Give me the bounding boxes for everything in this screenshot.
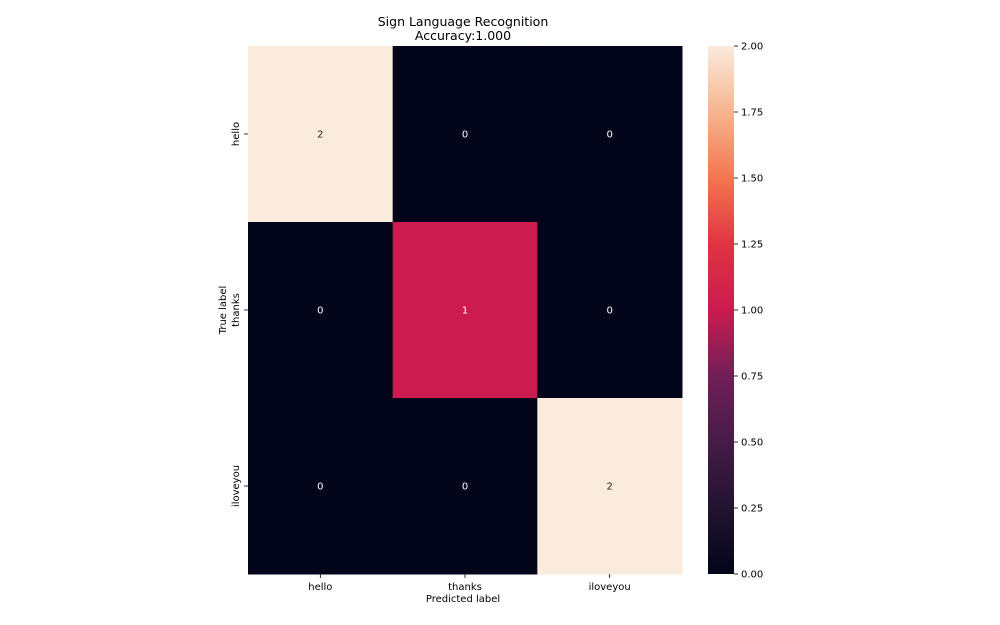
chart-subtitle: Accuracy:1.000 [415,28,511,43]
cell-value-label: 0 [462,130,468,141]
y-axis-ticks: hello thanks iloveyou [231,122,248,507]
heatmap-cell [537,46,683,223]
y-tick-label: iloveyou [231,465,242,507]
heatmap-cell-labels: 2 0 0 0 1 0 0 0 2 [317,130,613,493]
cell-value-label: 0 [462,482,468,493]
colorbar-tick-label: 2.00 [741,42,763,53]
heatmap-cell [248,222,394,399]
colorbar-tick-label: 0.50 [741,438,763,449]
heatmap-cell [248,46,394,223]
heatmap-cell [392,46,538,223]
cell-value-label: 1 [462,306,468,317]
colorbar-tick-label: 1.25 [741,240,763,251]
colorbar [708,46,734,574]
cell-value-label: 0 [317,482,323,493]
heatmap-cell [248,398,394,575]
cell-value-label: 0 [606,130,612,141]
colorbar-tick-label: 0.75 [741,372,763,383]
colorbar-tick-label: 1.75 [741,108,763,119]
heatmap-cell [537,222,683,399]
heatmap-cell [392,398,538,575]
x-tick-label: iloveyou [589,582,631,593]
cell-value-label: 2 [317,130,323,141]
heatmap-cells [248,46,683,575]
cell-value-label: 0 [317,306,323,317]
chart-title: Sign Language Recognition [378,14,549,29]
heatmap-cell [537,398,683,575]
y-axis-label: True label [218,286,229,336]
x-axis-ticks: hello thanks iloveyou [308,574,631,593]
heatmap-cell [392,222,538,399]
colorbar-ticks: 0.00 0.25 0.50 0.75 1.00 1.25 1.50 1.75 2.00 [734,42,763,581]
y-tick-label: thanks [231,293,242,327]
y-tick-label: hello [231,122,242,146]
x-tick-label: thanks [448,582,482,593]
colorbar-tick-label: 0.00 [741,570,763,581]
colorbar-tick-label: 1.50 [741,174,763,185]
colorbar-tick-label: 1.00 [741,306,763,317]
colorbar-tick-label: 0.25 [741,504,763,515]
x-tick-label: hello [308,582,332,593]
cell-value-label: 0 [606,306,612,317]
x-axis-label: Predicted label [426,594,500,605]
cell-value-label: 2 [606,482,612,493]
